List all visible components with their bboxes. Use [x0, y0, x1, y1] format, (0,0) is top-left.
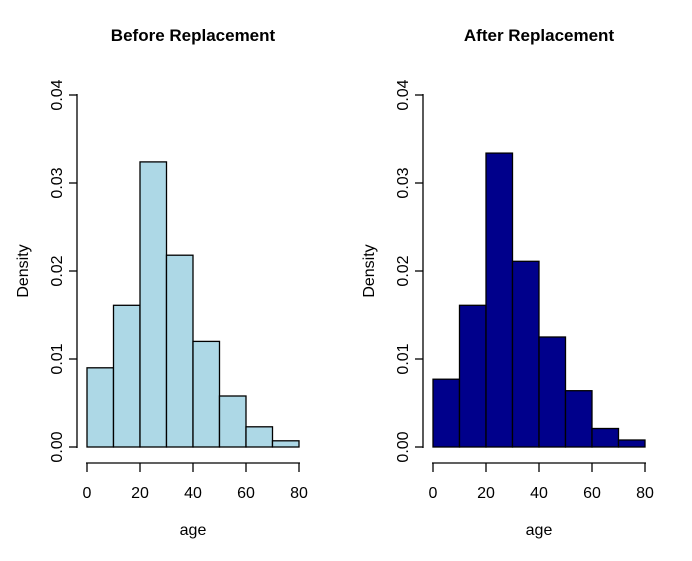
y-tick-label: 0.00	[395, 431, 412, 462]
y-tick-label: 0.02	[395, 255, 412, 286]
x-tick-label: 60	[583, 485, 601, 502]
histogram-bar	[617, 439, 646, 448]
x-tick-label: 0	[83, 485, 92, 502]
x-tick-label: 20	[477, 485, 495, 502]
x-tick-label: 40	[184, 485, 202, 502]
x-tick-label: 60	[237, 485, 255, 502]
histogram-bar	[591, 427, 620, 448]
chart-title-before: Before Replacement	[110, 26, 276, 45]
histogram-bar	[511, 260, 540, 448]
panel-before-replacement: Before Replacement Density 0.00 0.01 0.02 0…	[15, 26, 308, 539]
x-axis-label-after: age	[525, 522, 553, 539]
histogram-bar	[165, 254, 194, 448]
panel-after-replacement: After Replacement Density 0.00 0.01 0.02 0.…	[346, 0, 692, 561]
y-tick-label: 0.02	[49, 255, 66, 286]
x-tick-label: 0	[429, 485, 438, 502]
histogram-bar	[564, 390, 593, 448]
histogram-bar	[86, 367, 115, 448]
y-tick-label: 0.03	[395, 167, 412, 198]
y-tick-label: 0.01	[49, 343, 66, 374]
histogram-bar	[485, 152, 514, 448]
histogram-bar	[218, 395, 247, 448]
chart-title-after: After Replacement	[463, 26, 615, 45]
histogram-bar	[139, 161, 168, 448]
x-tick-label: 40	[530, 485, 548, 502]
x-tick-label: 80	[290, 485, 308, 502]
histogram-before-plot: 0.00 0.01 0.02 0.03 0.04 0 20 40 60 80	[49, 79, 308, 502]
x-tick-label: 80	[636, 485, 654, 502]
histogram-bar	[432, 378, 461, 448]
histogram-bar	[245, 426, 274, 448]
histogram-bar	[271, 440, 300, 448]
y-tick-label: 0.03	[49, 167, 66, 198]
histogram-bar	[458, 304, 487, 448]
y-tick-label: 0.04	[395, 79, 412, 110]
y-tick-label: 0.00	[49, 431, 66, 462]
histogram-bar	[112, 304, 141, 448]
histogram-bar	[192, 340, 221, 448]
x-tick-label: 20	[131, 485, 149, 502]
x-axis-label-before: age	[179, 522, 207, 539]
y-tick-label: 0.01	[395, 343, 412, 374]
histogram-after-plot: 0.00 0.01 0.02 0.03 0.04 0 20 40 60 80	[395, 79, 654, 502]
histogram-bar	[538, 336, 567, 448]
y-tick-label: 0.04	[49, 79, 66, 110]
